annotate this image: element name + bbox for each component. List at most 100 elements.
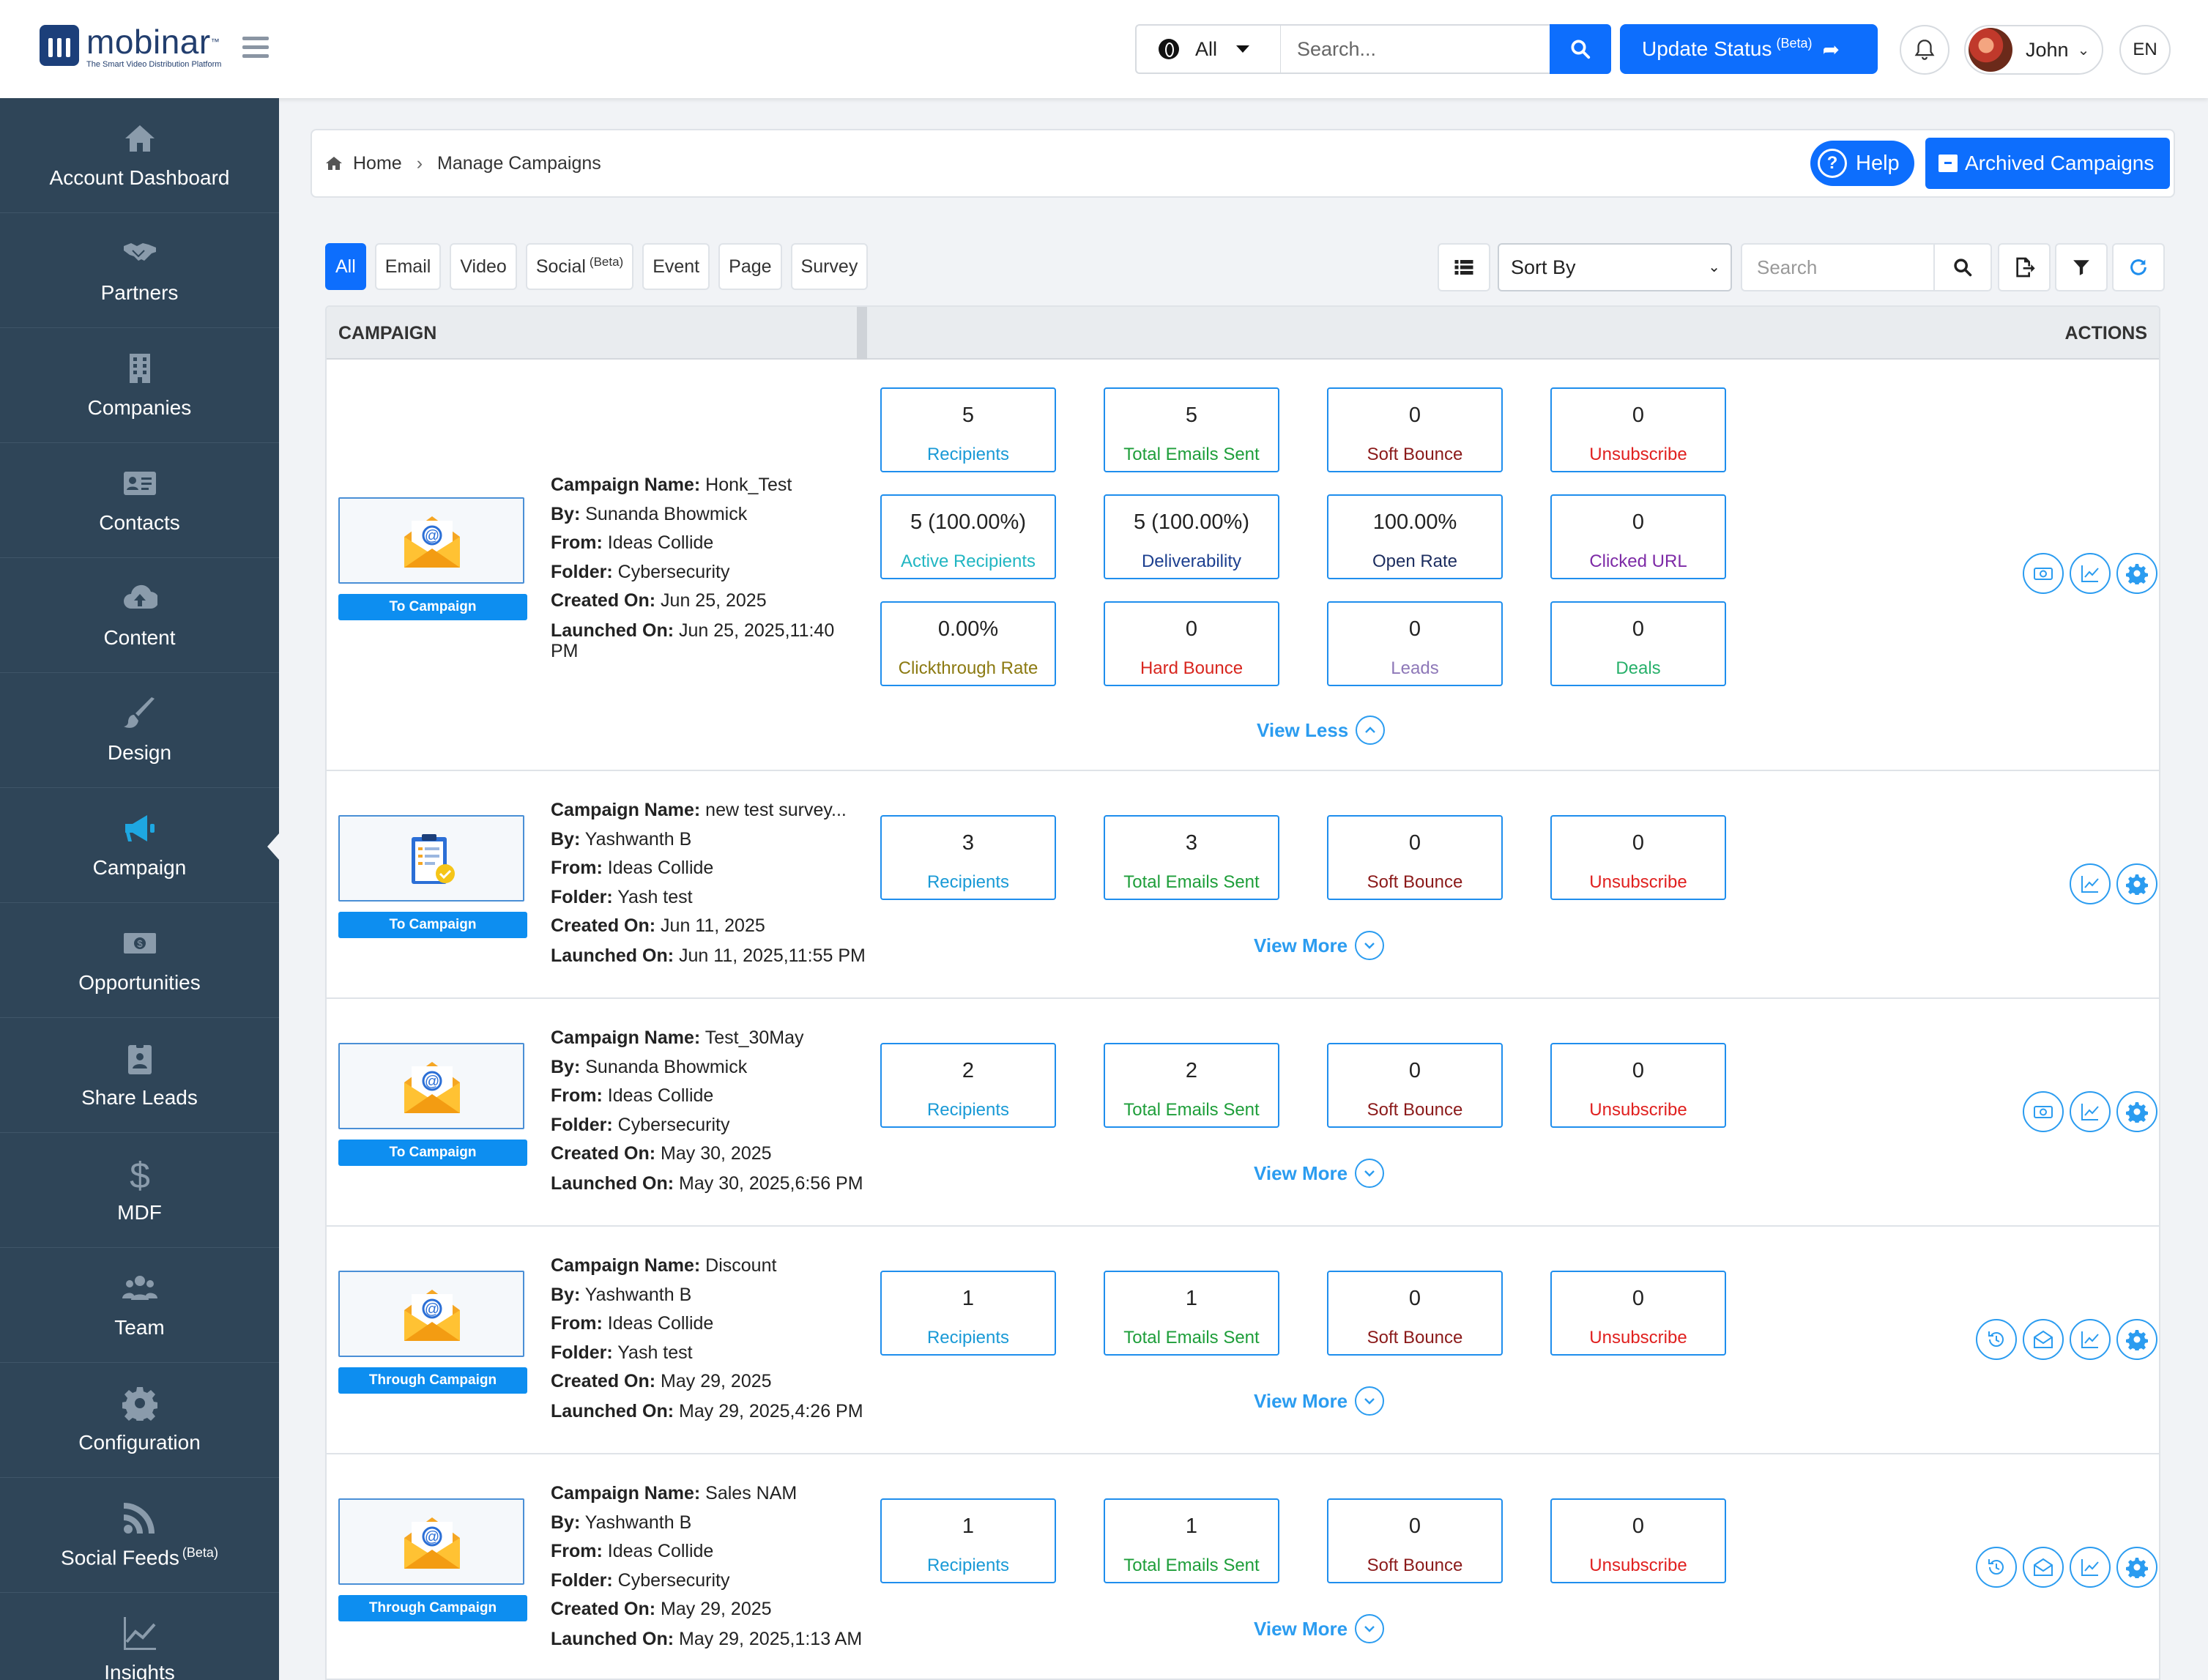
metric-leads[interactable]: 0 Leads: [1327, 601, 1503, 686]
global-search-input[interactable]: [1280, 24, 1551, 74]
action-chart-button[interactable]: [2070, 1319, 2111, 1360]
sidebar-item-insights[interactable]: Insights: [0, 1593, 279, 1680]
campaign-thumbnail[interactable]: @: [338, 1498, 524, 1585]
user-menu[interactable]: John ⌄: [1964, 25, 2103, 75]
campaign-search-input[interactable]: [1741, 243, 1934, 291]
view-more-toggle[interactable]: View More: [1254, 1614, 1385, 1643]
sidebar-item-account-dashboard[interactable]: Account Dashboard: [0, 98, 279, 213]
metric-recipients[interactable]: 3 Recipients: [880, 815, 1056, 900]
metric-recipients[interactable]: 1 Recipients: [880, 1498, 1056, 1583]
action-envelope-open-button[interactable]: [2023, 1547, 2064, 1588]
mobinar-logo[interactable]: mobinar™ The Smart Video Distribution Pl…: [40, 25, 221, 69]
sidebar-item-social-feeds[interactable]: Social Feeds (Beta): [0, 1478, 279, 1593]
metric-total-emails-sent[interactable]: 5 Total Emails Sent: [1104, 387, 1279, 472]
campaign-thumbnail[interactable]: @: [338, 497, 524, 584]
metric-soft-bounce[interactable]: 0 Soft Bounce: [1327, 1043, 1503, 1128]
campaign-thumbnail[interactable]: [338, 815, 524, 902]
metric-unsubscribe[interactable]: 0 Unsubscribe: [1550, 1498, 1726, 1583]
list-view-button[interactable]: [1438, 243, 1490, 291]
action-money-button[interactable]: [2023, 553, 2064, 594]
sidebar-item-companies[interactable]: Companies: [0, 328, 279, 443]
language-selector[interactable]: EN: [2119, 25, 2171, 75]
search-scope-dropdown[interactable]: All: [1135, 24, 1280, 74]
sidebar-item-contacts[interactable]: Contacts: [0, 443, 279, 558]
metric-open-rate[interactable]: 100.00% Open Rate: [1327, 494, 1503, 579]
metric-deals[interactable]: 0 Deals: [1550, 601, 1726, 686]
sidebar-item-opportunities[interactable]: $ Opportunities: [0, 903, 279, 1018]
tab-page[interactable]: Page: [718, 243, 782, 290]
tab-video[interactable]: Video: [450, 243, 517, 290]
to-campaign-button[interactable]: To Campaign: [338, 912, 527, 938]
action-money-button[interactable]: [2023, 1091, 2064, 1132]
tab-social[interactable]: Social (Beta): [525, 243, 634, 290]
metric-total-emails-sent[interactable]: 3 Total Emails Sent: [1104, 815, 1279, 900]
metric-clickthrough-rate[interactable]: 0.00% Clickthrough Rate: [880, 601, 1056, 686]
metric-unsubscribe[interactable]: 0 Unsubscribe: [1550, 1271, 1726, 1356]
sidebar-item-content[interactable]: Content: [0, 558, 279, 673]
tab-survey[interactable]: Survey: [790, 243, 869, 290]
action-gear-button[interactable]: [2116, 863, 2157, 904]
to-campaign-button[interactable]: To Campaign: [338, 594, 527, 620]
sidebar-item-campaign[interactable]: Campaign: [0, 788, 279, 903]
action-chart-button[interactable]: [2070, 553, 2111, 594]
global-search-button[interactable]: [1550, 24, 1611, 74]
campaign-thumbnail[interactable]: @: [338, 1043, 524, 1129]
sidebar-item-mdf[interactable]: $ MDF: [0, 1133, 279, 1248]
hamburger-menu-icon[interactable]: [242, 37, 269, 59]
metric-active-recipients[interactable]: 5 (100.00%) Active Recipients: [880, 494, 1056, 579]
metric-recipients[interactable]: 1 Recipients: [880, 1271, 1056, 1356]
sidebar-item-partners[interactable]: Partners: [0, 213, 279, 328]
action-chart-button[interactable]: [2070, 863, 2111, 904]
metric-deliverability[interactable]: 5 (100.00%) Deliverability: [1104, 494, 1279, 579]
metric-total-emails-sent[interactable]: 2 Total Emails Sent: [1104, 1043, 1279, 1128]
metric-hard-bounce[interactable]: 0 Hard Bounce: [1104, 601, 1279, 686]
metric-recipients[interactable]: 2 Recipients: [880, 1043, 1056, 1128]
sidebar-item-team[interactable]: Team: [0, 1248, 279, 1363]
sidebar-item-configuration[interactable]: Configuration: [0, 1363, 279, 1478]
action-gear-button[interactable]: [2116, 1319, 2157, 1360]
sidebar-item-design[interactable]: Design: [0, 673, 279, 788]
action-gear-button[interactable]: [2116, 1547, 2157, 1588]
view-more-toggle[interactable]: View More: [1254, 1159, 1385, 1188]
refresh-button[interactable]: [2112, 243, 2165, 291]
action-chart-button[interactable]: [2070, 1091, 2111, 1132]
tab-all[interactable]: All: [325, 243, 366, 290]
metric-unsubscribe[interactable]: 0 Unsubscribe: [1550, 387, 1726, 472]
help-button[interactable]: ? Help: [1810, 141, 1914, 186]
action-envelope-open-button[interactable]: [2023, 1319, 2064, 1360]
action-history-button[interactable]: [1976, 1547, 2017, 1588]
notifications-button[interactable]: [1900, 25, 1949, 75]
filter-button[interactable]: [2055, 243, 2108, 291]
metric-recipients[interactable]: 5 Recipients: [880, 387, 1056, 472]
update-status-button[interactable]: Update Status (Beta) ➦: [1620, 24, 1878, 74]
metric-soft-bounce[interactable]: 0 Soft Bounce: [1327, 387, 1503, 472]
tab-event[interactable]: Event: [642, 243, 710, 290]
export-button[interactable]: [1998, 243, 2051, 291]
action-gear-button[interactable]: [2116, 1091, 2157, 1132]
campaign-search-button[interactable]: [1933, 243, 1992, 291]
metric-soft-bounce[interactable]: 0 Soft Bounce: [1327, 1271, 1503, 1356]
to-campaign-button[interactable]: Through Campaign: [338, 1367, 527, 1394]
metric-unsubscribe[interactable]: 0 Unsubscribe: [1550, 815, 1726, 900]
action-gear-button[interactable]: [2116, 553, 2157, 594]
sort-by-select[interactable]: Sort By ⌄: [1498, 243, 1732, 291]
archived-campaigns-button[interactable]: Archived Campaigns: [1925, 138, 2170, 189]
action-chart-button[interactable]: [2070, 1547, 2111, 1588]
metric-total-emails-sent[interactable]: 1 Total Emails Sent: [1104, 1271, 1279, 1356]
metric-total-emails-sent[interactable]: 1 Total Emails Sent: [1104, 1498, 1279, 1583]
metric-unsubscribe[interactable]: 0 Unsubscribe: [1550, 1043, 1726, 1128]
campaign-thumbnail[interactable]: @: [338, 1271, 524, 1357]
sidebar-item-share-leads[interactable]: Share Leads: [0, 1018, 279, 1133]
to-campaign-button[interactable]: To Campaign: [338, 1140, 527, 1166]
view-more-toggle[interactable]: View More: [1254, 931, 1385, 960]
to-campaign-button[interactable]: Through Campaign: [338, 1595, 527, 1621]
action-history-button[interactable]: [1976, 1319, 2017, 1360]
tab-email[interactable]: Email: [374, 243, 442, 290]
column-resize-handle[interactable]: [857, 307, 867, 360]
metric-clicked-url[interactable]: 0 Clicked URL: [1550, 494, 1726, 579]
view-less-toggle[interactable]: View Less: [1257, 716, 1386, 745]
breadcrumb-home[interactable]: Home: [353, 152, 402, 174]
view-more-toggle[interactable]: View More: [1254, 1386, 1385, 1416]
metric-soft-bounce[interactable]: 0 Soft Bounce: [1327, 815, 1503, 900]
metric-soft-bounce[interactable]: 0 Soft Bounce: [1327, 1498, 1503, 1583]
